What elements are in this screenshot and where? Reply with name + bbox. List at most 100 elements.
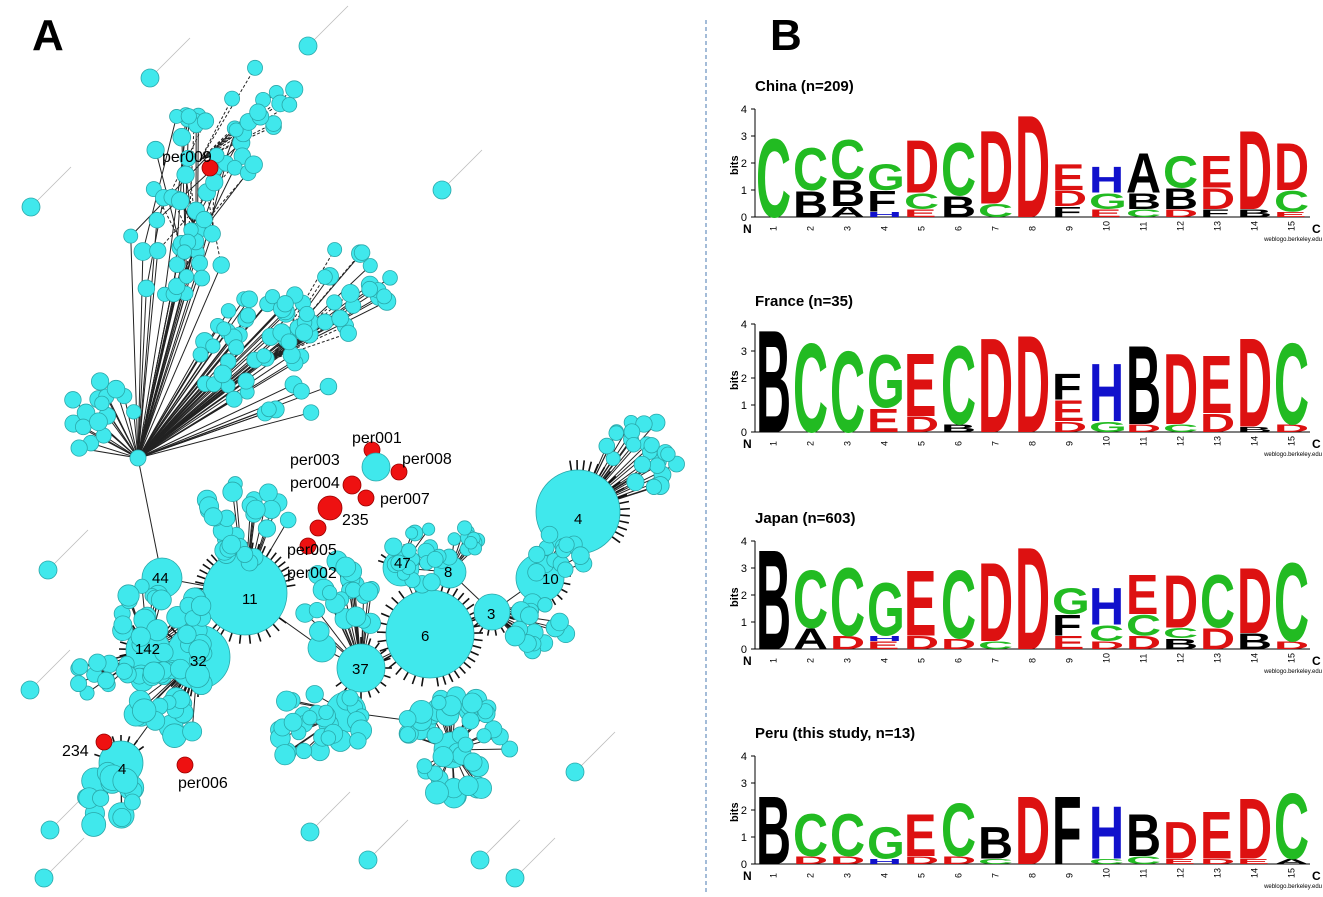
hub-spoke (383, 674, 391, 679)
network-edge (137, 322, 305, 459)
hub-spoke (556, 594, 563, 601)
logo-glyph-b: B (1163, 635, 1198, 652)
network-node (345, 581, 362, 599)
logo-glyph-e: E (1237, 858, 1269, 866)
network-node (195, 210, 213, 229)
logo-glyph-d: D (1274, 130, 1309, 205)
hub-spoke (367, 690, 372, 698)
network-node (320, 730, 337, 746)
logo-position-label: 7 (991, 658, 1001, 663)
logo-glyph-c: C (1126, 854, 1161, 866)
network-node (38, 560, 58, 580)
network-node (249, 103, 267, 121)
logo-glyph-b: B (756, 777, 791, 886)
hub-spoke (470, 650, 479, 656)
node-label-per004: per004 (290, 475, 340, 492)
hub-spoke (170, 680, 178, 688)
network-node (476, 728, 492, 744)
network-node (117, 584, 140, 607)
network-node (168, 277, 186, 295)
network-node (75, 418, 92, 436)
logo-y-tick-label: 0 (741, 427, 747, 439)
network-node (133, 242, 153, 261)
hub-spoke (133, 739, 139, 746)
hub-count-44: 44 (152, 570, 169, 587)
network-node (457, 736, 474, 753)
hub-spoke (453, 670, 461, 679)
network-edge (574, 731, 616, 773)
logo-y-tick-label: 2 (741, 590, 747, 602)
logo-position-label: 6 (954, 226, 964, 231)
network-edge (441, 149, 483, 191)
network-node (247, 59, 263, 76)
logo-position-label: 2 (806, 226, 816, 231)
logo-position-label: 6 (954, 441, 964, 446)
network-node (21, 197, 41, 217)
logo-y-tick-label: 0 (741, 212, 747, 224)
network-node (239, 307, 256, 324)
logo-glyph-c: C (830, 326, 865, 456)
hub-spoke (272, 623, 280, 632)
logo-glyph-c: C (941, 129, 976, 212)
network-node (172, 127, 192, 147)
network-edge (137, 277, 203, 459)
logo-position-label: 12 (1176, 868, 1186, 878)
network-node (224, 90, 241, 107)
hub-spoke (391, 596, 399, 605)
logo-glyph-c: C (1274, 541, 1309, 666)
network-node (432, 746, 454, 768)
hub-spoke (265, 628, 272, 638)
logo-y-tick-label: 2 (741, 158, 747, 170)
logo-glyph-c: C (1274, 773, 1309, 878)
logo-glyph-d: D (904, 126, 939, 209)
network-node (425, 780, 449, 805)
logo-position-label: 10 (1102, 436, 1112, 446)
hub-count-8: 8 (444, 564, 452, 581)
logo-glyph-e: E (1200, 799, 1232, 874)
logo-glyph-f: F (1052, 777, 1082, 886)
logo-glyph-b: B (1237, 207, 1272, 219)
logo-glyph-c: C (941, 789, 976, 872)
network-node (126, 404, 142, 420)
hub-spoke (283, 572, 293, 578)
network-node (426, 727, 444, 744)
logo-position-label: 9 (1065, 658, 1075, 663)
network-node (520, 606, 539, 625)
hub-spoke (380, 612, 390, 618)
logo-y-tick-label: 3 (741, 563, 747, 575)
network-node (285, 80, 304, 99)
network-node (225, 390, 243, 408)
logo-glyph-b: B (978, 818, 1013, 868)
network-node (196, 112, 215, 130)
logo-title: Japan (n=603) (755, 510, 855, 527)
hub-spoke (265, 548, 272, 558)
network-node (358, 581, 379, 602)
logo-glyph-c: C (978, 200, 1013, 221)
logo-position-label: 15 (1287, 653, 1297, 663)
logo-y-tick-label: 4 (741, 536, 747, 548)
highlight-node-per009 (201, 159, 219, 177)
logo-glyph-c: C (1126, 608, 1161, 642)
network-node (131, 698, 157, 723)
network-node (309, 621, 330, 642)
logo-glyph-e: E (1200, 340, 1232, 431)
logo-glyph-c: C (1089, 621, 1124, 646)
hub-spoke (374, 686, 380, 694)
node-label-per007: per007 (380, 491, 430, 508)
network-edge (47, 529, 89, 571)
logo-glyph-c: C (941, 324, 976, 449)
network-node (557, 561, 574, 578)
network-node (34, 868, 54, 888)
logo-glyph-h: H (1089, 577, 1124, 636)
network-edge (307, 5, 349, 47)
network-edge (479, 819, 521, 861)
logo-glyph-c: C (904, 189, 939, 214)
logo-glyph-d: D (978, 311, 1013, 461)
logo-glyph-d: D (1015, 308, 1050, 463)
logo-position-label: 3 (843, 873, 853, 878)
hub-spoke (593, 463, 599, 474)
network-node (180, 108, 197, 125)
